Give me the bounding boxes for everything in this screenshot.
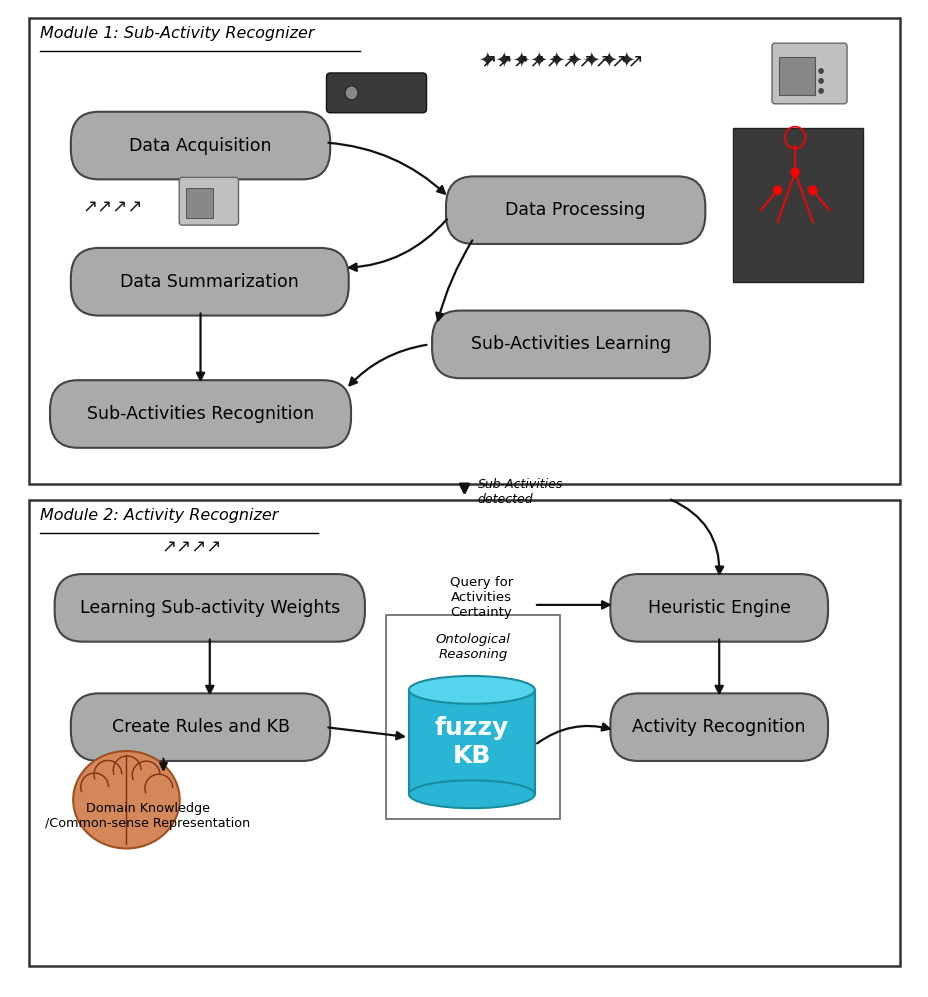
- FancyBboxPatch shape: [71, 248, 348, 316]
- FancyArrowPatch shape: [670, 499, 722, 573]
- Ellipse shape: [73, 751, 179, 848]
- Text: Data Processing: Data Processing: [505, 201, 645, 219]
- FancyBboxPatch shape: [432, 311, 709, 378]
- Bar: [29, 18, 899, 484]
- Circle shape: [344, 86, 357, 100]
- FancyArrowPatch shape: [349, 345, 426, 385]
- Text: Query for
Activities
Certainty: Query for Activities Certainty: [449, 576, 512, 619]
- Text: Module 2: Activity Recognizer: Module 2: Activity Recognizer: [40, 508, 278, 523]
- Bar: [732, 128, 862, 282]
- Text: ↗↗↗↗: ↗↗↗↗: [83, 198, 143, 216]
- Text: Sub-Activities Recognition: Sub-Activities Recognition: [87, 405, 314, 423]
- FancyArrowPatch shape: [160, 759, 167, 770]
- Circle shape: [818, 88, 823, 94]
- FancyBboxPatch shape: [771, 43, 846, 104]
- Circle shape: [818, 78, 823, 84]
- Bar: [29, 500, 899, 966]
- Text: ✦✦✦✦✦✦✦✦✦: ✦✦✦✦✦✦✦✦✦: [478, 51, 635, 71]
- Text: Heuristic Engine: Heuristic Engine: [647, 599, 790, 617]
- Text: Learning Sub-activity Weights: Learning Sub-activity Weights: [80, 599, 340, 617]
- Bar: [385, 615, 560, 819]
- Text: Sub-Activities
detected: Sub-Activities detected: [477, 478, 562, 505]
- FancyBboxPatch shape: [445, 176, 704, 244]
- Circle shape: [807, 185, 817, 195]
- Ellipse shape: [408, 676, 535, 704]
- Circle shape: [790, 167, 799, 177]
- Circle shape: [818, 68, 823, 74]
- FancyBboxPatch shape: [610, 693, 827, 761]
- FancyBboxPatch shape: [71, 112, 329, 179]
- FancyBboxPatch shape: [55, 574, 365, 642]
- Text: Domain Knowledge
/Common-sense Representation: Domain Knowledge /Common-sense Represent…: [45, 802, 250, 830]
- Text: Data Summarization: Data Summarization: [121, 273, 299, 291]
- Bar: [186, 188, 213, 218]
- Text: ↗↗↗↗↗↗↗↗↗↗: ↗↗↗↗↗↗↗↗↗↗: [480, 52, 643, 71]
- Text: ↗↗↗↗: ↗↗↗↗: [161, 538, 221, 556]
- Bar: [779, 57, 814, 95]
- Text: Module 1: Sub-Activity Recognizer: Module 1: Sub-Activity Recognizer: [40, 26, 315, 41]
- FancyArrowPatch shape: [460, 484, 468, 493]
- Text: fuzzy
KB: fuzzy KB: [434, 716, 509, 768]
- FancyArrowPatch shape: [436, 240, 471, 320]
- FancyArrowPatch shape: [328, 728, 404, 739]
- Circle shape: [772, 185, 781, 195]
- FancyArrowPatch shape: [349, 219, 446, 271]
- FancyArrowPatch shape: [328, 143, 445, 193]
- FancyArrowPatch shape: [206, 639, 213, 693]
- FancyArrowPatch shape: [536, 601, 609, 608]
- Text: Activity Recognition: Activity Recognition: [632, 718, 806, 736]
- FancyArrowPatch shape: [715, 639, 722, 693]
- FancyBboxPatch shape: [71, 693, 329, 761]
- Ellipse shape: [408, 781, 535, 809]
- FancyArrowPatch shape: [197, 313, 204, 380]
- FancyBboxPatch shape: [50, 380, 351, 448]
- FancyArrowPatch shape: [536, 724, 609, 744]
- Text: Create Rules and KB: Create Rules and KB: [111, 718, 290, 736]
- FancyBboxPatch shape: [179, 177, 238, 225]
- Text: Ontological
Reasoning: Ontological Reasoning: [435, 633, 509, 661]
- FancyBboxPatch shape: [610, 574, 827, 642]
- Text: Data Acquisition: Data Acquisition: [129, 137, 272, 155]
- Text: Sub-Activities Learning: Sub-Activities Learning: [470, 335, 670, 353]
- Bar: [408, 690, 535, 795]
- FancyBboxPatch shape: [326, 73, 426, 113]
